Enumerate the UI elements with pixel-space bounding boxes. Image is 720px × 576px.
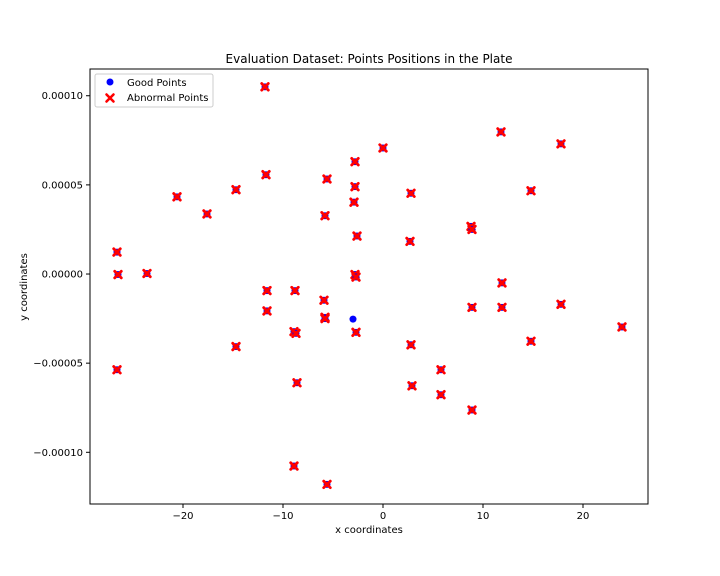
- abnormal-point: [291, 328, 301, 339]
- legend-good-label: Good Points: [127, 78, 187, 89]
- abnormal-point: [172, 192, 182, 202]
- legend: Good Points Abnormal Points: [94, 73, 214, 108]
- abnormal-point: [526, 336, 536, 346]
- x-axis-label: x coordinates: [335, 525, 403, 536]
- abnormal-point: [260, 82, 270, 92]
- abnormal-point: [497, 278, 507, 288]
- legend-box: [94, 73, 214, 108]
- abnormal-point: [556, 299, 566, 310]
- abnormal-point: [407, 381, 417, 391]
- abnormal-point: [112, 365, 122, 375]
- y-tick-label: 0.00010: [42, 91, 83, 102]
- abnormal-point: [231, 184, 241, 195]
- data-points: [112, 82, 627, 490]
- abnormal-point: [351, 327, 361, 338]
- abnormal-point: [467, 405, 477, 415]
- legend-good-marker: [106, 78, 114, 86]
- abnormal-point: [406, 188, 416, 198]
- y-axis: −0.00010 −0.00005 0.00000 0.00005 0.00010: [33, 91, 90, 459]
- x-axis: −20 −10 0 10 20: [172, 504, 589, 522]
- abnormal-point: [406, 340, 416, 350]
- abnormal-point: [436, 365, 446, 375]
- abnormal-point: [322, 174, 332, 184]
- y-tick-label: 0.00000: [42, 270, 83, 281]
- abnormal-point: [262, 285, 272, 296]
- abnormal-point: [112, 247, 122, 257]
- y-tick-label: −0.00010: [33, 448, 83, 459]
- abnormal-point: [497, 302, 507, 313]
- x-tick-label: −10: [272, 511, 293, 522]
- x-tick-label: 20: [577, 511, 590, 522]
- abnormal-point: [113, 269, 123, 280]
- abnormal-point: [320, 313, 330, 324]
- y-tick-label: −0.00005: [33, 359, 83, 370]
- abnormal-point: [350, 181, 360, 192]
- legend-abnormal-marker: [105, 93, 115, 103]
- abnormal-point: [289, 461, 299, 471]
- abnormal-point: [231, 341, 241, 352]
- y-axis-label: y coordinates: [19, 253, 30, 321]
- good-point: [349, 315, 357, 323]
- legend-abnormal-label: Abnormal Points: [127, 93, 208, 104]
- abnormal-point: [556, 139, 566, 149]
- chart-title: Evaluation Dataset: Points Positions in …: [226, 52, 513, 66]
- abnormal-point: [617, 322, 627, 332]
- abnormal-point: [378, 143, 388, 153]
- abnormal-point: [322, 479, 332, 490]
- abnormal-point: [142, 268, 152, 279]
- abnormal-point: [526, 186, 536, 196]
- x-tick-label: 0: [380, 511, 386, 522]
- abnormal-point: [292, 378, 302, 388]
- abnormal-point: [467, 224, 477, 235]
- abnormal-point: [262, 306, 272, 316]
- abnormal-point: [467, 302, 477, 313]
- abnormal-point: [352, 231, 362, 241]
- abnormal-point: [350, 157, 360, 167]
- abnormal-point: [320, 211, 330, 221]
- abnormal-point: [290, 285, 300, 296]
- y-tick-label: 0.00005: [42, 180, 83, 191]
- abnormal-point: [202, 209, 212, 219]
- abnormal-point: [351, 272, 361, 282]
- plot-frame: [89, 68, 649, 505]
- abnormal-point: [319, 295, 329, 305]
- abnormal-point: [405, 236, 415, 247]
- abnormal-point: [349, 197, 359, 207]
- abnormal-point: [261, 170, 271, 180]
- x-tick-label: 10: [477, 511, 490, 522]
- abnormal-point: [496, 127, 506, 137]
- x-tick-label: −20: [172, 511, 193, 522]
- abnormal-point: [436, 390, 446, 400]
